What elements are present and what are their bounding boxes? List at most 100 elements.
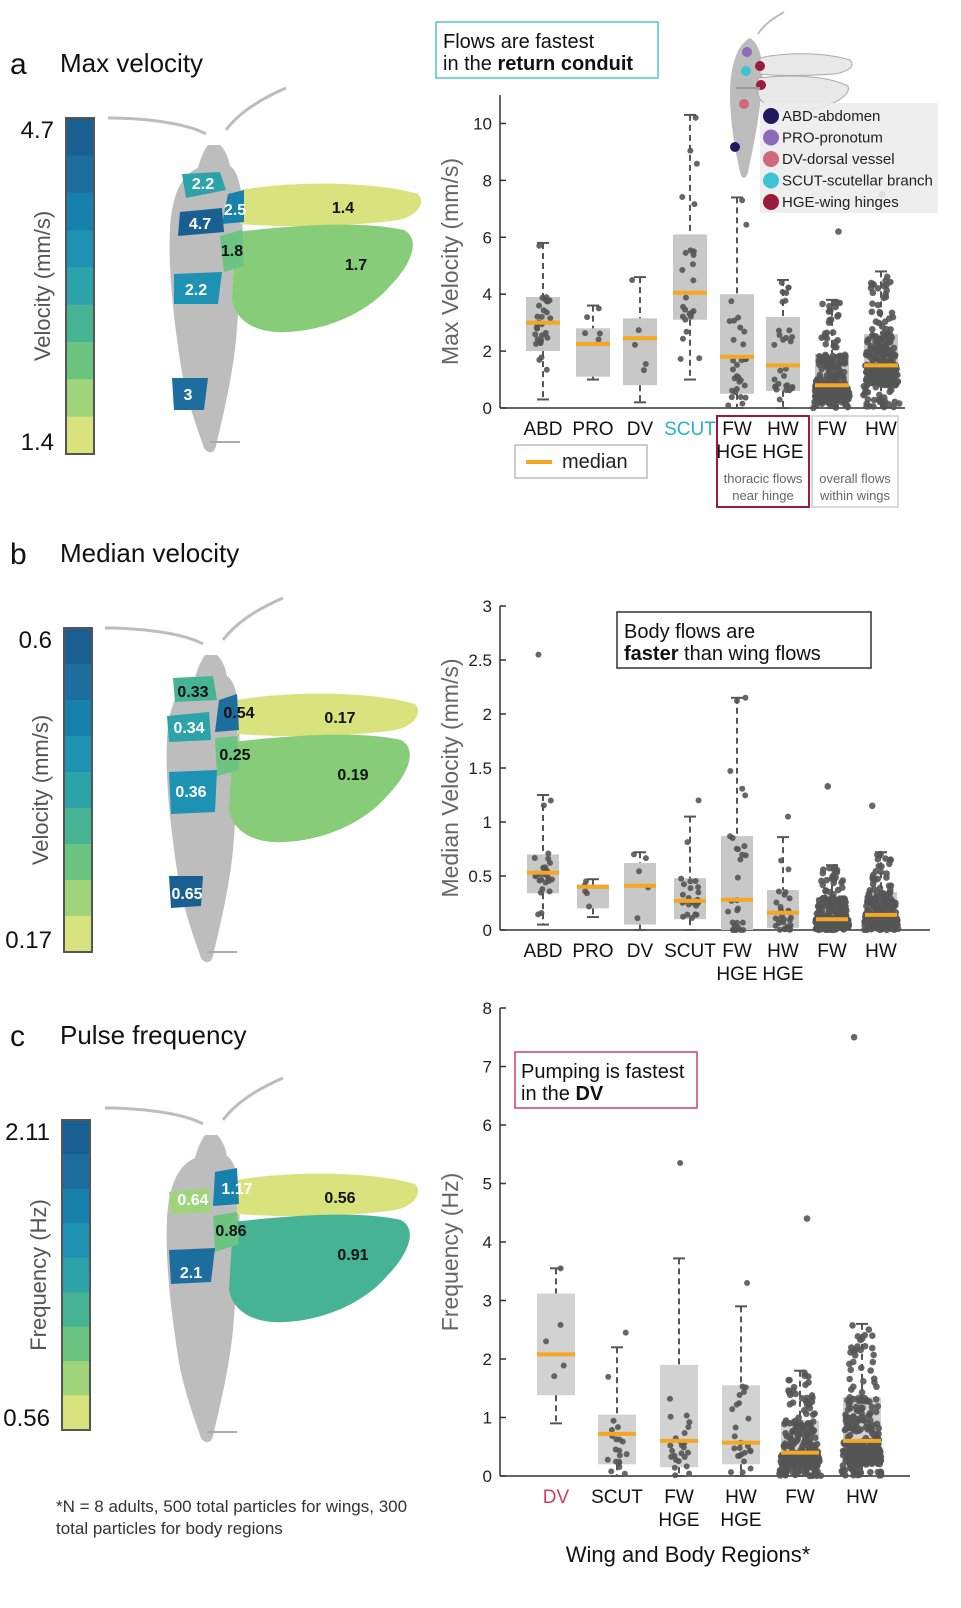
- y-tick-label: 6: [483, 228, 492, 247]
- data-point: [532, 331, 539, 338]
- data-point: [777, 904, 784, 911]
- data-point: [858, 1389, 866, 1396]
- box-pro: PRO: [572, 304, 614, 440]
- y-tick-label: 3: [483, 1292, 492, 1311]
- data-point: [838, 1467, 846, 1475]
- data-point: [667, 1413, 674, 1420]
- data-point: [832, 303, 839, 311]
- data-point: [533, 340, 540, 347]
- data-point: [740, 1458, 747, 1465]
- region-hwhge: [213, 1212, 239, 1252]
- region-value-dv: 0.36: [175, 784, 206, 801]
- data-point: [867, 1468, 874, 1476]
- data-point: [889, 313, 897, 321]
- data-point: [683, 328, 690, 335]
- data-point: [675, 1458, 682, 1465]
- data-point: [802, 1435, 809, 1443]
- data-point: [887, 369, 894, 376]
- scale-axis-label: Frequency (Hz): [26, 1199, 51, 1351]
- box-scut: SCUT: [664, 797, 716, 962]
- data-point: [745, 1415, 752, 1422]
- data-point: [863, 400, 870, 408]
- data-point: [747, 1448, 754, 1455]
- data-point: [787, 1391, 794, 1399]
- data-point: [785, 1376, 793, 1384]
- y-tick-label: 1.5: [468, 759, 492, 778]
- region-abd: [172, 378, 208, 410]
- region-value-scut: 0.34: [173, 720, 204, 737]
- data-point: [822, 887, 829, 895]
- data-point: [798, 1425, 806, 1433]
- box-dv: DV: [623, 276, 657, 440]
- data-point: [679, 193, 686, 200]
- data-point: [642, 360, 649, 367]
- x-tick-label: HW: [846, 1487, 878, 1508]
- antenna-right: [221, 596, 284, 641]
- callout-box-a: [435, 21, 659, 79]
- region-value-pro: 2.2: [192, 176, 214, 193]
- data-point: [857, 1364, 865, 1372]
- data-point: [850, 1471, 857, 1479]
- data-point: [850, 1347, 858, 1355]
- data-point: [874, 301, 882, 309]
- y-tick-label: 0: [483, 1467, 492, 1486]
- panel-title: Median velocity: [60, 538, 239, 568]
- data-point: [686, 1470, 693, 1477]
- data-point: [780, 1459, 787, 1466]
- data-point: [869, 1332, 876, 1339]
- x-tick-label: HGE: [762, 442, 803, 463]
- data-point: [832, 925, 840, 933]
- data-point: [683, 1412, 690, 1419]
- data-point: [877, 868, 885, 876]
- data-point: [876, 375, 883, 383]
- region-fwhge: [222, 190, 244, 224]
- scale-swatch: [66, 416, 94, 455]
- region-scut: [167, 712, 211, 742]
- data-point: [885, 401, 893, 408]
- insect-diagram: 0.33 0.34 0.54 0.25 0.36 0.65 0.17 0.19: [104, 596, 419, 963]
- data-point: [786, 387, 793, 394]
- data-point: [806, 1420, 814, 1427]
- scale-swatch: [62, 1361, 90, 1397]
- data-point: [741, 843, 748, 850]
- data-point: [868, 1403, 876, 1411]
- data-point: [825, 355, 833, 363]
- data-point: [688, 310, 695, 317]
- data-point: [855, 1394, 863, 1402]
- data-point: [868, 325, 876, 333]
- y-tick-label: 2: [483, 1350, 492, 1369]
- x-tick-label: HW: [767, 941, 799, 962]
- y-tick-label: 2: [483, 705, 492, 724]
- data-point: [731, 317, 738, 324]
- y-tick-label: 1: [483, 813, 492, 832]
- data-point: [883, 325, 890, 333]
- data-point: [874, 285, 882, 292]
- data-point: [871, 876, 878, 884]
- data-point: [841, 356, 849, 363]
- data-point: [846, 1418, 854, 1426]
- inset-forewing: [759, 53, 853, 76]
- x-tick-label: FW: [664, 1487, 694, 1508]
- region-value-abd: 0.65: [171, 886, 202, 903]
- data-point: [629, 276, 636, 283]
- box-iqr: [673, 234, 707, 320]
- data-point: [826, 864, 833, 872]
- data-point: [782, 1417, 790, 1424]
- data-point: [811, 1443, 819, 1450]
- group-box-wing: [811, 415, 899, 508]
- scale-swatch: [62, 1326, 90, 1362]
- y-tick-label: 6: [483, 1116, 492, 1135]
- data-point: [859, 1377, 867, 1385]
- data-point: [803, 1394, 811, 1402]
- region-value-hwhge: 1.8: [221, 243, 243, 260]
- data-point: [813, 376, 821, 383]
- data-point: [742, 852, 749, 859]
- data-point: [873, 342, 881, 349]
- group-box-hinge: [716, 415, 810, 508]
- data-point: [856, 1451, 864, 1458]
- data-point: [678, 875, 685, 882]
- data-point: [535, 651, 542, 658]
- data-point: [809, 1411, 817, 1418]
